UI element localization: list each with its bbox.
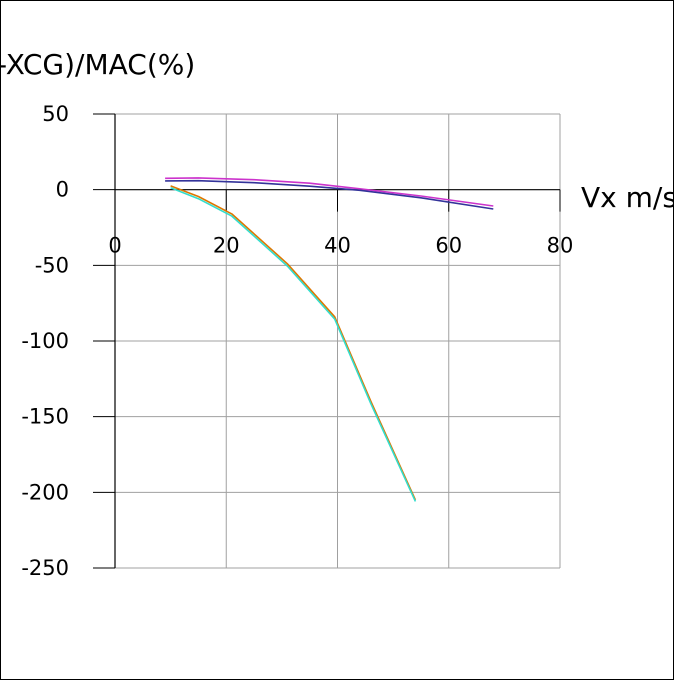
y-tick-label: -250 bbox=[21, 556, 69, 580]
grid bbox=[115, 113, 561, 569]
x-tick-label: 0 bbox=[108, 234, 121, 258]
series-line-1 bbox=[165, 177, 494, 207]
tick-labels: 50 0 -50 -100 -150 -200 -250 0 20 40 60 80 bbox=[21, 102, 573, 580]
y-axis-title: -XCG)/MAC(%) bbox=[1, 48, 195, 81]
x-tick-label: 40 bbox=[324, 234, 351, 258]
x-tick-label: 60 bbox=[435, 234, 462, 258]
x-axis-title: Vx m/s bbox=[581, 181, 673, 214]
series-line-4 bbox=[170, 186, 417, 502]
series-line-3 bbox=[170, 185, 417, 501]
y-tick-label: -150 bbox=[21, 405, 69, 429]
x-tick-label: 20 bbox=[213, 234, 240, 258]
x-tick-label: 80 bbox=[547, 234, 574, 258]
y-tick-label: 0 bbox=[56, 178, 69, 202]
y-tick-label: -200 bbox=[21, 480, 69, 504]
y-tick-label: -100 bbox=[21, 329, 69, 353]
y-tick-label: -50 bbox=[35, 253, 69, 277]
y-tick-label: 50 bbox=[42, 102, 69, 126]
series-lines bbox=[165, 177, 494, 502]
series-line-2 bbox=[165, 179, 494, 210]
axes bbox=[93, 113, 561, 569]
